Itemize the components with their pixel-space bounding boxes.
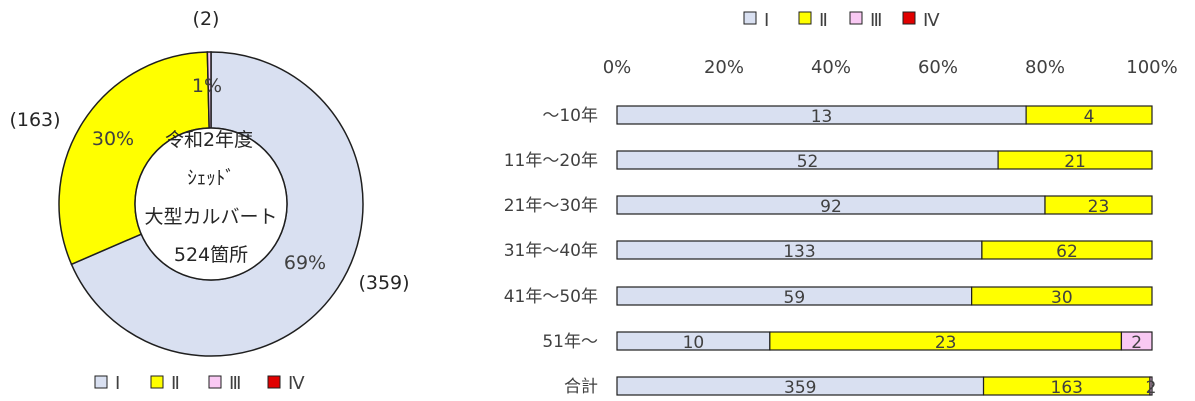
bar-data-label: 133 [783, 242, 815, 262]
bar-data-label: 2 [1131, 333, 1142, 353]
y-category-label: 31年～40年 [504, 241, 598, 261]
bars [616, 105, 1153, 396]
bar-data-label: 62 [1056, 242, 1078, 262]
bar-data-label: 21 [1064, 152, 1086, 172]
bar-segment-II [982, 376, 1151, 396]
bar-legend-swatch-III [849, 11, 863, 25]
x-tick-label: 100% [1126, 57, 1177, 78]
percent-label-I: 69% [284, 252, 326, 274]
bar-legend-swatch-IV [902, 11, 916, 25]
center-text-year: 令和2年度 [165, 129, 253, 151]
bar-segment-I [616, 376, 985, 396]
legend-label-IV: Ⅳ [288, 373, 305, 394]
legend-item-I: Ⅰ [94, 373, 120, 394]
legend-swatch-III [208, 375, 222, 389]
bar-legend-label-II: Ⅱ [819, 10, 828, 31]
bar-segment-III [1120, 331, 1153, 351]
bar-segment-I [616, 240, 983, 260]
bar-data-label: 13 [811, 107, 833, 127]
y-category-label: 11年～20年 [504, 151, 598, 171]
legend-swatch-I [94, 375, 108, 389]
bar-segment-II [769, 331, 1123, 351]
donut-legend: Ⅰ Ⅱ Ⅲ Ⅳ [94, 373, 305, 394]
bar-segment-I [616, 105, 1027, 125]
legend-swatch-II [150, 375, 164, 389]
bar-segment-I [616, 286, 973, 306]
bar-data-labels: 13 4 52 21 92 23 133 62 59 30 10 23 2 359 163 2 [683, 107, 1157, 398]
percent-label-III: 1% [192, 75, 222, 97]
y-category-label: 合計 [564, 377, 598, 397]
percent-label-II: 30% [92, 128, 134, 150]
legend-item-IV: Ⅳ [267, 373, 305, 394]
bar-legend-item-IV: Ⅳ [902, 10, 940, 31]
bar-data-label: 163 [1051, 378, 1083, 398]
bar-legend-swatch-I [743, 11, 757, 25]
y-category-label: 51年～ [542, 332, 598, 352]
bar-segment-I [616, 150, 999, 170]
legend-item-III: Ⅲ [208, 373, 241, 394]
bar-data-label: 52 [797, 152, 819, 172]
bar-segment-I [616, 331, 771, 351]
bar-legend: Ⅰ Ⅱ Ⅲ Ⅳ [743, 10, 940, 31]
bar-segment-II [997, 150, 1153, 170]
bar-data-label: 2 [1146, 378, 1157, 398]
bar-data-label: 23 [1088, 197, 1110, 217]
x-tick-label: 0% [603, 57, 632, 78]
legend-label-III: Ⅲ [229, 373, 241, 394]
x-tick-label: 40% [811, 57, 851, 78]
donut-slices [58, 51, 364, 357]
donut-center-label: 令和2年度 ｼｪｯﾄﾞ 大型カルバート 524箇所 [144, 129, 277, 266]
donut-percent-labels: 69% 30% 1% [92, 75, 326, 274]
center-text-count: 524箇所 [174, 244, 248, 266]
bar-data-label: 59 [784, 288, 806, 308]
bar-data-label: 30 [1051, 288, 1073, 308]
x-tick-label: 80% [1025, 57, 1065, 78]
bar-legend-swatch-II [798, 11, 812, 25]
bar-legend-item-III: Ⅲ [849, 10, 882, 31]
y-category-label: ～10年 [542, 106, 598, 126]
x-tick-label: 20% [704, 57, 744, 78]
bar-segment-I [616, 195, 1046, 215]
bar-data-label: 23 [935, 333, 957, 353]
bar-segment-II [1025, 105, 1153, 125]
bar-legend-label-III: Ⅲ [870, 10, 882, 31]
donut-count-labels: (359) (163) (2) [9, 8, 409, 294]
center-text-type: ｼｪｯﾄﾞ [187, 167, 235, 189]
bar-legend-label-IV: Ⅳ [923, 10, 940, 31]
bar-legend-item-II: Ⅱ [798, 10, 828, 31]
bar-data-label: 4 [1084, 107, 1095, 127]
x-tick-label: 60% [918, 57, 958, 78]
legend-label-I: Ⅰ [115, 373, 120, 394]
legend-item-II: Ⅱ [150, 373, 180, 394]
count-label-III: (2) [193, 8, 220, 30]
count-label-I: (359) [358, 272, 409, 294]
bar-segment-II [981, 240, 1153, 260]
bar-segment-II [1044, 195, 1153, 215]
y-category-label: 21年～30年 [504, 196, 598, 216]
bar-data-label: 359 [784, 378, 816, 398]
donut-hole [134, 127, 288, 281]
bar-legend-label-I: Ⅰ [764, 10, 769, 31]
x-axis-ticks: 0% 20% 40% 60% 80% 100% [603, 57, 1178, 78]
bar-data-label: 92 [820, 197, 842, 217]
bar-segment-II [971, 286, 1153, 306]
y-axis-labels: ～10年 11年～20年 21年～30年 31年～40年 41年～50年 51年～ 合計 [504, 106, 598, 397]
bar-data-label: 10 [683, 333, 705, 353]
center-text-subtype: 大型カルバート [144, 206, 277, 228]
y-category-label: 41年～50年 [504, 287, 598, 307]
count-label-II: (163) [9, 109, 60, 131]
bar-segment-III [1149, 376, 1153, 396]
bar-legend-item-I: Ⅰ [743, 10, 769, 31]
donut-chart: 令和2年度 ｼｪｯﾄﾞ 大型カルバート 524箇所 69% 30% 1% (35… [9, 8, 409, 394]
legend-swatch-IV [267, 375, 281, 389]
legend-label-II: Ⅱ [171, 373, 180, 394]
